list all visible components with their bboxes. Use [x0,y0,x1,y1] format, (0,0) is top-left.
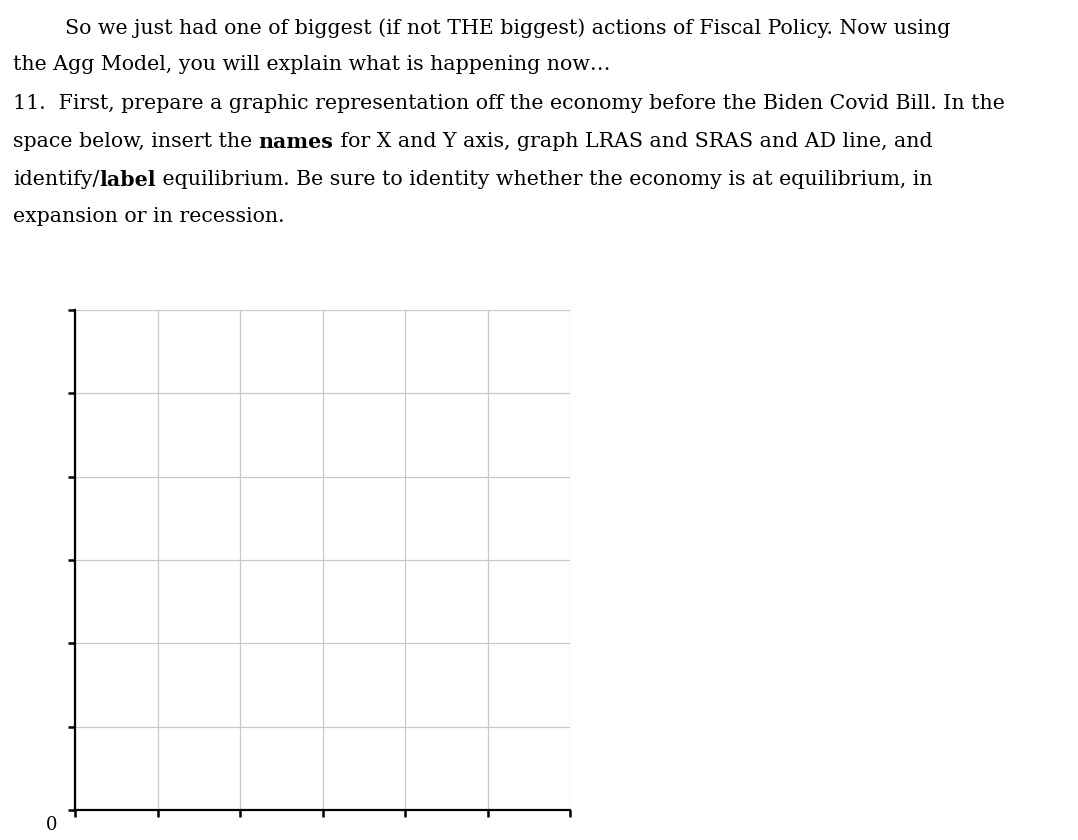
Text: So we just had one of biggest (if not THE biggest) actions of Fiscal Policy. Now: So we just had one of biggest (if not TH… [13,18,951,38]
Text: 11.  First, prepare a graphic representation off the economy before the Biden Co: 11. First, prepare a graphic representat… [13,94,1005,113]
Text: label: label [99,170,156,190]
Text: for X and Y axis, graph LRAS and SRAS and AD line, and: for X and Y axis, graph LRAS and SRAS an… [333,132,932,151]
Text: identify/: identify/ [13,170,99,189]
Text: 0: 0 [45,816,57,834]
Text: the Agg Model, you will explain what is happening now…: the Agg Model, you will explain what is … [13,55,610,74]
Text: equilibrium. Be sure to identity whether the economy is at equilibrium, in: equilibrium. Be sure to identity whether… [156,170,932,189]
Text: names: names [259,132,333,152]
Text: expansion or in recession.: expansion or in recession. [13,207,285,227]
Text: space below, insert the: space below, insert the [13,132,259,151]
